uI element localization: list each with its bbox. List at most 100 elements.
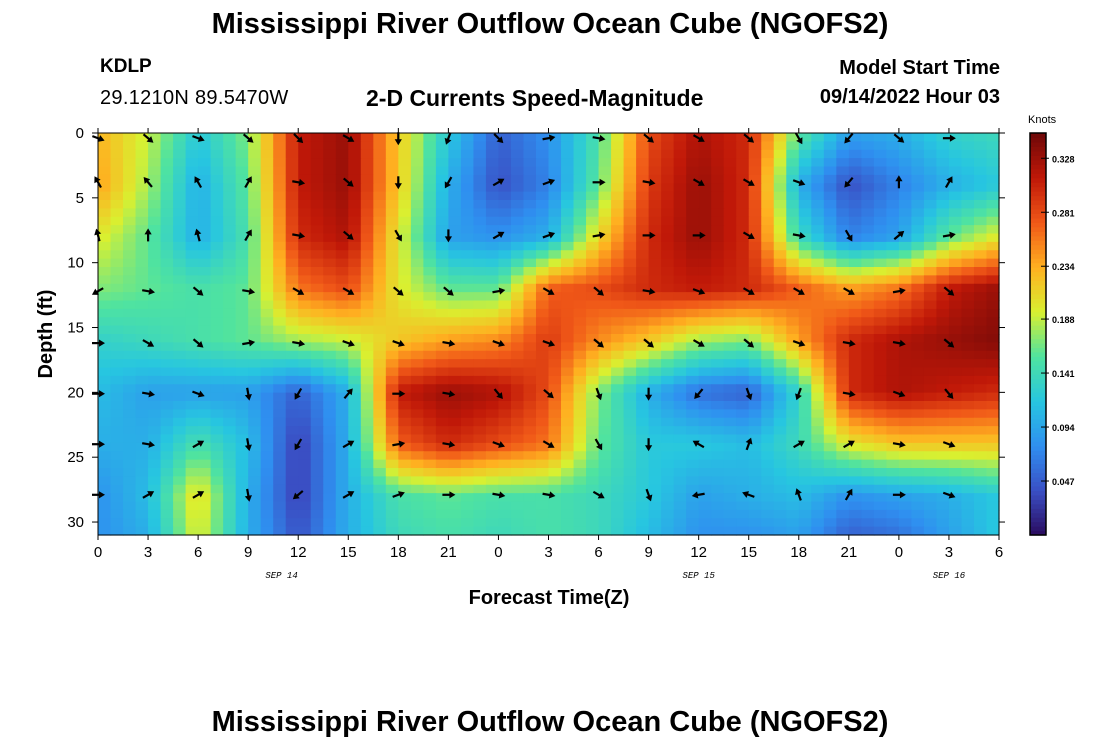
heatmap-cell [873, 442, 887, 452]
heatmap-cell [348, 241, 362, 251]
heatmap-cell [523, 476, 537, 486]
heatmap-cell [448, 233, 462, 243]
heatmap-cell [673, 158, 687, 168]
heatmap-cell [348, 317, 362, 327]
colorbar-band [1030, 208, 1046, 214]
heatmap-cell [135, 468, 149, 477]
heatmap-cell [936, 191, 950, 201]
heatmap-cell [323, 417, 337, 427]
heatmap-cell [435, 141, 449, 151]
heatmap-cell [523, 451, 537, 461]
heatmap-cell [185, 359, 199, 369]
heatmap-cell [723, 384, 737, 394]
heatmap-cell [923, 459, 938, 469]
heatmap-cell [285, 283, 299, 293]
heatmap-cell [573, 468, 587, 477]
heatmap-cell [548, 183, 562, 193]
heatmap-cell [736, 283, 750, 293]
heatmap-cell [510, 384, 525, 394]
heatmap-cell [586, 434, 600, 444]
heatmap-cell [185, 468, 199, 477]
heatmap-cell [986, 493, 1000, 503]
heatmap-cell [435, 317, 449, 327]
heatmap-cell [898, 225, 912, 235]
heatmap-cell [335, 367, 349, 377]
heatmap-cell [786, 409, 800, 419]
current-arrow [893, 230, 905, 241]
heatmap-cell [761, 384, 775, 394]
heatmap-cell [961, 434, 975, 444]
heatmap-cell [148, 509, 162, 519]
heatmap-cell [360, 233, 374, 243]
heatmap-cell [836, 401, 850, 410]
heatmap-cell [848, 208, 862, 218]
heatmap-cell [548, 225, 562, 235]
heatmap-cell [973, 141, 988, 151]
heatmap-cell [786, 375, 800, 385]
heatmap-cell [936, 417, 950, 427]
heatmap-cell [335, 451, 349, 461]
heatmap-cell [448, 526, 462, 536]
heatmap-cell [210, 509, 224, 519]
heatmap-cell [961, 292, 975, 302]
heatmap-cell [373, 141, 387, 151]
heatmap-cell [373, 191, 387, 201]
heatmap-cell [748, 493, 762, 503]
heatmap-cell [373, 166, 387, 176]
heatmap-cell [548, 493, 562, 503]
heatmap-cell [586, 166, 600, 176]
heatmap-cell [636, 166, 650, 176]
heatmap-cell [636, 476, 650, 486]
heatmap-cell [273, 191, 287, 201]
current-arrow [792, 179, 806, 187]
heatmap-cell [385, 300, 399, 310]
heatmap-cell [623, 350, 637, 360]
current-arrow [842, 390, 856, 398]
heatmap-cell [648, 149, 662, 159]
heatmap-cell [636, 158, 650, 168]
heatmap-cell [598, 426, 612, 436]
heatmap-cell [573, 451, 587, 461]
heatmap-cell [986, 283, 1000, 293]
heatmap-cell [686, 250, 700, 260]
heatmap-cell [248, 258, 262, 268]
heatmap-cell [360, 241, 374, 251]
heatmap-cell [636, 342, 650, 352]
heatmap-cell [335, 141, 349, 151]
heatmap-cell [185, 133, 199, 142]
heatmap-cell [923, 325, 938, 335]
colorbar-band [1030, 133, 1046, 139]
y-tick-label: 25 [67, 449, 84, 466]
heatmap-cell [273, 484, 287, 494]
heatmap-cell [698, 300, 712, 310]
heatmap-cell [986, 409, 1000, 419]
heatmap-cell [123, 334, 137, 343]
heatmap-cell [911, 451, 925, 461]
heatmap-cell [448, 367, 462, 377]
heatmap-cell [410, 267, 424, 276]
current-arrow [92, 491, 105, 499]
heatmap-cell [273, 384, 287, 394]
heatmap-cell [786, 225, 800, 235]
heatmap-cell [348, 359, 362, 369]
heatmap-cell [535, 342, 550, 352]
heatmap-cell [811, 367, 825, 377]
heatmap-cell [723, 392, 737, 402]
heatmap-cell [886, 409, 900, 419]
heatmap-cell [435, 275, 449, 285]
heatmap-cell [948, 468, 963, 477]
heatmap-cell [323, 208, 337, 218]
heatmap-cell [310, 434, 324, 444]
heatmap-cell [210, 133, 224, 142]
heatmap-cell [761, 325, 775, 335]
heatmap-cell [586, 451, 600, 461]
heatmap-cell [736, 208, 750, 218]
colorbar-title: Knots [1028, 114, 1057, 126]
heatmap-cell [911, 417, 925, 427]
heatmap-cell [285, 442, 299, 452]
heatmap-cell [423, 476, 437, 486]
colorbar-band [1030, 499, 1046, 505]
heatmap-cell [210, 384, 224, 394]
heatmap-cell [873, 241, 887, 251]
heatmap-cell [948, 409, 963, 419]
